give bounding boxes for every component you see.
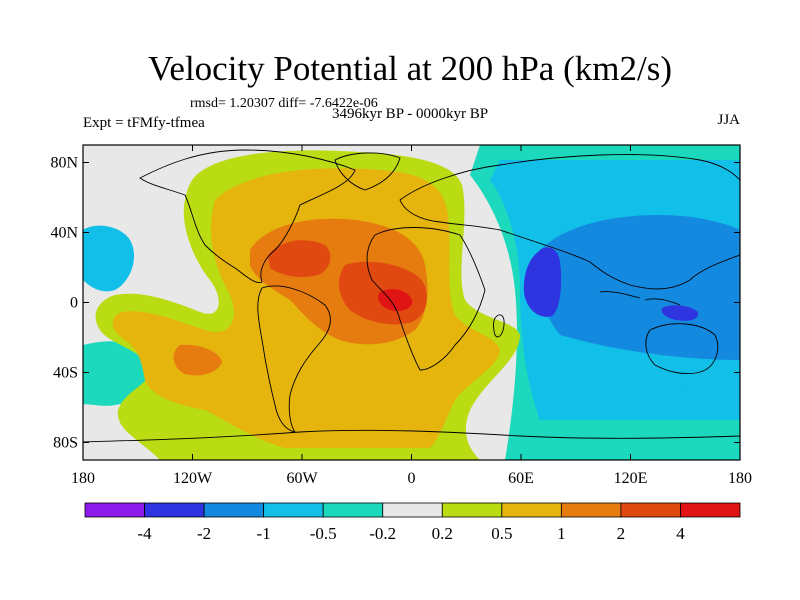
colorbar-swatch (322, 502, 384, 518)
contour-band-neg-2 (538, 215, 740, 360)
coastlines (83, 149, 740, 443)
x-tick-label: 180 (728, 470, 752, 487)
colorbar-swatch (84, 502, 145, 518)
experiment-label: Expt = tFMfy-tfmea (83, 115, 205, 131)
colorbar-swatch (203, 502, 265, 518)
colorbar-label: 0.5 (491, 524, 512, 543)
contour-band-neg-west (83, 225, 135, 292)
colorbar-label: 4 (676, 524, 685, 543)
contour-band-pos-2 (173, 218, 428, 376)
y-tick-label: 40S (53, 365, 78, 382)
chart-title: Velocity Potential at 200 hPa (km2/s) (148, 49, 672, 88)
coastline-eurasia (399, 154, 740, 290)
coastline-australia (645, 323, 719, 375)
coastline-south-america (257, 285, 331, 433)
contour-band-neg-west-lower (83, 341, 151, 406)
colorbar-label: -0.2 (369, 524, 396, 543)
colorbar-swatch (441, 502, 503, 518)
coastline-indonesia (599, 291, 681, 306)
colorbar-label: 0.2 (432, 524, 453, 543)
y-tick-label: 40N (50, 225, 78, 242)
contour-band-pos-max (378, 289, 413, 311)
y-tick-label: 80S (53, 435, 78, 452)
coastline-north-america (139, 149, 356, 283)
contour-band-neg-4-indian (523, 247, 562, 317)
colorbar-swatch (382, 502, 443, 518)
colorbar-label: 1 (557, 524, 566, 543)
colorbar: -4 -2 -1 -0.5 -0.2 0.2 0.5 1 2 4 (84, 502, 741, 543)
y-axis: 80N 40N 0 40S 80S (50, 155, 740, 452)
contour-band-neg-4-pacific (661, 305, 699, 321)
coastline-africa (366, 227, 486, 371)
coastline-madagascar (493, 314, 505, 338)
colorbar-swatch (680, 502, 741, 518)
colorbar-swatch (501, 502, 562, 518)
x-tick-label: 60W (286, 470, 318, 487)
x-axis: 180 120W 60W 0 60E 120E 180 (71, 145, 752, 487)
contour-band-pos-4-north (268, 240, 331, 278)
coastline-greenland (334, 152, 401, 191)
x-tick-label: 120W (173, 470, 213, 487)
x-tick-label: 60E (508, 470, 534, 487)
season-label: JJA (717, 112, 740, 128)
contour-field (83, 145, 740, 460)
colorbar-label: 2 (617, 524, 626, 543)
colorbar-swatch (263, 502, 324, 518)
colorbar-label: -1 (257, 524, 271, 543)
colorbar-label: -2 (197, 524, 211, 543)
stats-label: rmsd= 1.20307 diff= -7.6422e-06 (190, 96, 378, 111)
coastline-antarctica (83, 429, 740, 443)
x-tick-label: 180 (71, 470, 95, 487)
x-tick-label: 120E (614, 470, 648, 487)
colorbar-swatch (144, 502, 205, 518)
y-tick-label: 0 (70, 295, 78, 312)
colorbar-label: -4 (137, 524, 152, 543)
period-label: 3496kyr BP - 0000kyr BP (332, 106, 488, 122)
colorbar-swatch (560, 502, 622, 518)
colorbar-swatch (620, 502, 681, 518)
y-tick-label: 80N (50, 155, 78, 172)
x-tick-label: 0 (408, 470, 416, 487)
colorbar-label: -0.5 (310, 524, 337, 543)
